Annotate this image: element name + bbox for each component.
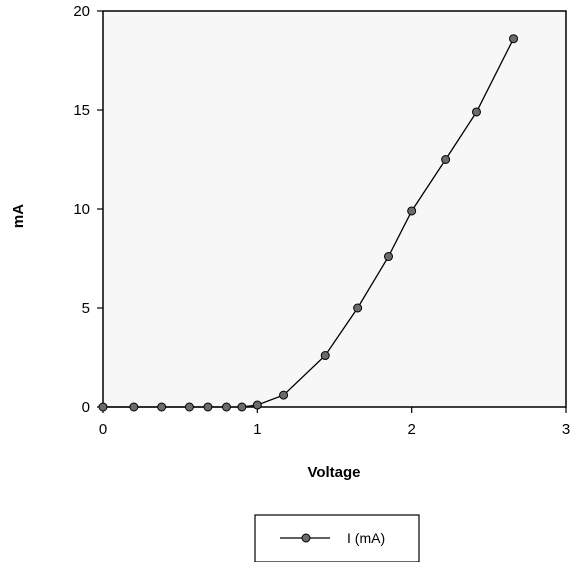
x-tick-label: 0 (99, 421, 107, 438)
y-tick-label: 5 (82, 300, 90, 317)
y-axis: 0 5 10 15 20 (73, 3, 103, 416)
data-point (252, 400, 262, 410)
data-point (509, 34, 519, 44)
x-tick-label: 1 (253, 421, 261, 438)
data-point (384, 252, 394, 262)
x-tick-label: 3 (562, 421, 570, 438)
x-axis-label: Voltage (307, 464, 360, 481)
data-point (221, 402, 231, 412)
y-tick-label: 15 (73, 102, 90, 119)
data-point (353, 303, 363, 313)
data-point (471, 107, 481, 117)
series-line (103, 38, 515, 408)
data-point (279, 390, 289, 400)
legend-box (254, 514, 420, 562)
data-point (157, 402, 167, 412)
x-axis: 0 1 2 3 (99, 407, 570, 438)
legend-label: I (mA) (347, 530, 385, 546)
y-axis-label: mA (10, 204, 27, 228)
series-points (98, 34, 519, 412)
data-point (407, 206, 417, 216)
y-tick-label: 0 (82, 399, 90, 416)
legend: I (mA) (254, 514, 420, 562)
data-point (441, 155, 451, 164)
plot-area (102, 10, 567, 408)
data-point (98, 402, 108, 412)
data-point (184, 402, 194, 412)
data-point (237, 402, 247, 412)
data-point (320, 351, 330, 361)
y-tick-label: 20 (73, 3, 90, 20)
legend-marker (301, 533, 311, 543)
y-tick-label: 10 (73, 201, 90, 218)
data-point (129, 402, 139, 412)
data-point (203, 402, 213, 412)
x-tick-label: 2 (407, 421, 415, 438)
